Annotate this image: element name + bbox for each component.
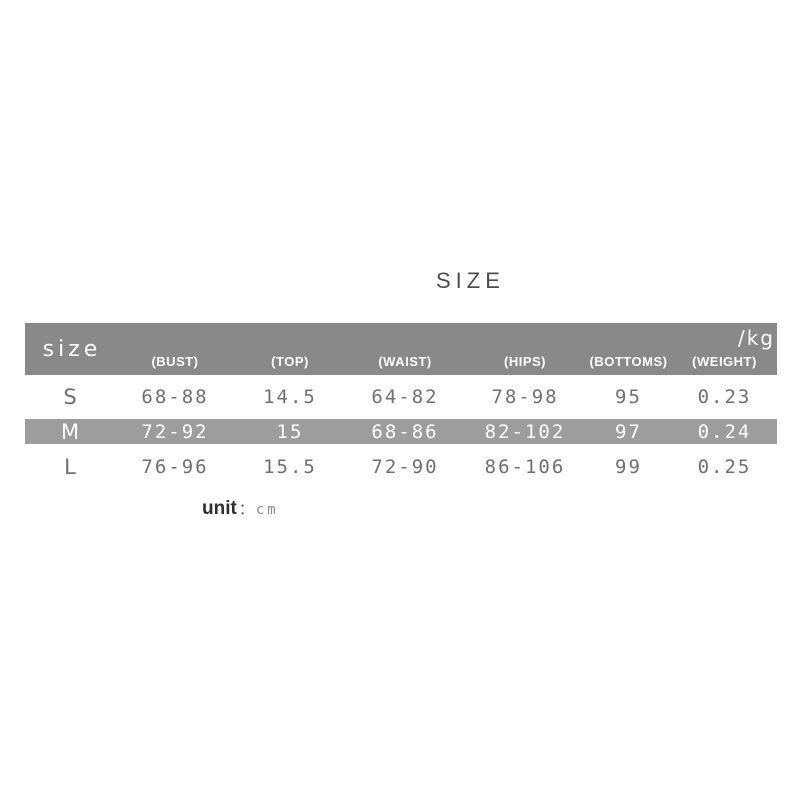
header-hips-label: (HIPS) bbox=[504, 354, 546, 369]
per-kg-label: /kg bbox=[737, 326, 775, 350]
size-value: M bbox=[60, 419, 80, 444]
bottoms-value: 95 bbox=[615, 386, 642, 408]
unit-note: unit ： cm bbox=[202, 498, 279, 520]
bust-value: 72-92 bbox=[141, 420, 209, 443]
bust-value: 76-96 bbox=[141, 455, 209, 478]
bust-value: 68-88 bbox=[141, 386, 209, 408]
header-waist-label: (WAIST) bbox=[378, 354, 432, 369]
table-row-s: S 68-88 14.5 64-82 78-98 95 0.23 bbox=[25, 375, 777, 419]
size-value: S bbox=[63, 385, 77, 409]
waist-value: 64-82 bbox=[371, 386, 439, 408]
header-bottoms-label: (BOTTOMS) bbox=[589, 354, 668, 369]
header-weight-cell: /kg (WEIGHT) bbox=[672, 323, 777, 375]
unit-separator: ： bbox=[238, 500, 254, 518]
weight-value: 0.24 bbox=[697, 420, 752, 443]
table-row-m-highlighted: M 72-92 15 68-86 82-102 97 0.24 bbox=[25, 419, 777, 444]
top-value: 15 bbox=[276, 420, 304, 443]
bottoms-value: 97 bbox=[615, 420, 642, 443]
top-value: 14.5 bbox=[263, 386, 317, 408]
weight-value: 0.23 bbox=[697, 386, 752, 408]
weight-value: 0.25 bbox=[697, 455, 752, 478]
unit-label: unit bbox=[202, 498, 237, 519]
table-row-l: L 76-96 15.5 72-90 86-106 99 0.25 bbox=[25, 444, 777, 489]
top-value: 15.5 bbox=[263, 455, 317, 478]
hips-value: 86-106 bbox=[484, 455, 566, 478]
waist-value: 68-86 bbox=[371, 420, 439, 443]
header-top-label: (TOP) bbox=[271, 354, 309, 369]
hips-value: 78-98 bbox=[491, 386, 559, 408]
table-header-row: size (BUST) (TOP) (WAIST) (HIPS) (BOTTOM… bbox=[25, 323, 777, 375]
hips-value: 82-102 bbox=[484, 420, 566, 443]
page-title: SIZE bbox=[436, 268, 505, 293]
header-size-label: size bbox=[42, 336, 102, 362]
size-table: size (BUST) (TOP) (WAIST) (HIPS) (BOTTOM… bbox=[25, 323, 777, 489]
size-value: L bbox=[64, 454, 76, 479]
unit-value: cm bbox=[255, 502, 279, 518]
bottoms-value: 99 bbox=[615, 455, 642, 478]
header-bust-label: (BUST) bbox=[151, 354, 199, 369]
header-weight-label: (WEIGHT) bbox=[692, 354, 757, 369]
waist-value: 72-90 bbox=[371, 455, 439, 478]
